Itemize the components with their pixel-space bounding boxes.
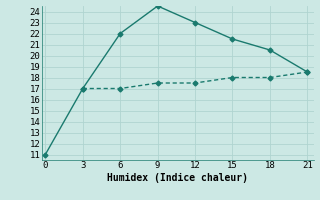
X-axis label: Humidex (Indice chaleur): Humidex (Indice chaleur) [107, 173, 248, 183]
